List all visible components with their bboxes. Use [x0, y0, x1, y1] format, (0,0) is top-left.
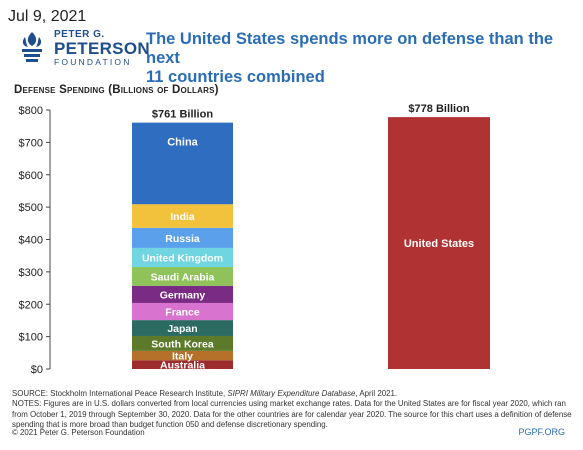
- date-label: Jul 9, 2021: [8, 8, 87, 25]
- y-tick-label: $700: [19, 137, 43, 149]
- site-link[interactable]: PGPF.ORG: [518, 427, 565, 437]
- source-title: SIPRI Military Expenditure Database: [227, 389, 356, 398]
- bar-segment-italy[interactable]: [132, 350, 233, 361]
- segment-label-russia: Russia: [165, 233, 200, 245]
- segment-label-australia: Australia: [160, 360, 205, 372]
- logo-line3: FOUNDATION: [54, 57, 132, 67]
- notes-text: NOTES: Figures are in U.S. dollars conve…: [12, 399, 572, 430]
- bar-segment-russia[interactable]: [132, 227, 233, 248]
- segment-label-united-states: United States: [404, 238, 474, 250]
- torch-icon: [22, 32, 42, 62]
- logo-line2: PETERSON: [54, 39, 150, 58]
- segment-label-france: France: [165, 307, 200, 319]
- bar-total-label: $778 Billion: [408, 103, 469, 115]
- bar-segment-germany[interactable]: [132, 285, 233, 303]
- defense-spending-chart: $0 $100 $200 $300 $400 $500 $600 $700 $800 Austra…: [19, 103, 490, 376]
- segment-label-italy: Italy: [172, 351, 193, 363]
- y-tick-label: $0: [31, 364, 43, 376]
- y-tick-label: $300: [19, 267, 43, 279]
- y-tick-label: $600: [19, 170, 43, 182]
- bar-segment-japan[interactable]: [132, 320, 233, 336]
- y-tick-label: $800: [19, 105, 43, 117]
- y-tick-label: $100: [19, 332, 43, 344]
- bar-segment-india[interactable]: [132, 204, 233, 228]
- segment-label-south-korea: South Korea: [151, 338, 214, 350]
- chart-title: Defense Spending (Billions of Dollars): [14, 84, 219, 96]
- bar-2: United States $778 Billion: [388, 103, 490, 369]
- source-line: SOURCE: Stockholm International Peace Re…: [12, 389, 578, 399]
- segment-label-germany: Germany: [160, 289, 206, 301]
- copyright: © 2021 Peter G. Peterson Foundation: [12, 428, 145, 437]
- y-tick-label: $200: [19, 299, 43, 311]
- bar-segment-saudi-arabia[interactable]: [132, 267, 233, 286]
- bar-segment-united-kingdom[interactable]: [132, 247, 233, 268]
- headline: The United States spends more on defense…: [146, 30, 576, 87]
- peterson-logo[interactable]: PETER G. PETERSON FOUNDATION: [14, 28, 150, 67]
- bar-segment-south-korea[interactable]: [132, 335, 233, 351]
- bar-segment-china[interactable]: [132, 122, 233, 205]
- chart-notes: SOURCE: Stockholm International Peace Re…: [12, 389, 578, 431]
- y-tick-label: $400: [19, 235, 43, 247]
- segment-label-united-kingdom: United Kingdom: [142, 252, 223, 264]
- logo-line1: PETER G.: [54, 29, 105, 40]
- segment-label-china: China: [167, 136, 198, 148]
- segment-label-india: India: [170, 211, 195, 223]
- source-suffix: , April 2021.: [355, 389, 398, 398]
- bar-total-label: $761 Billion: [152, 109, 213, 121]
- y-tick-label: $500: [19, 202, 43, 214]
- source-prefix: SOURCE: Stockholm International Peace Re…: [12, 389, 228, 398]
- headline-line1: The United States spends more on defense…: [146, 30, 554, 67]
- segment-label-japan: Japan: [167, 323, 197, 335]
- segment-label-saudi-arabia: Saudi Arabia: [151, 271, 215, 283]
- bar-segment-australia[interactable]: [132, 360, 233, 369]
- bar-segment-france[interactable]: [132, 302, 233, 321]
- bar-segment-united-states[interactable]: [388, 117, 490, 369]
- headline-line2: 11 countries combined: [146, 68, 325, 86]
